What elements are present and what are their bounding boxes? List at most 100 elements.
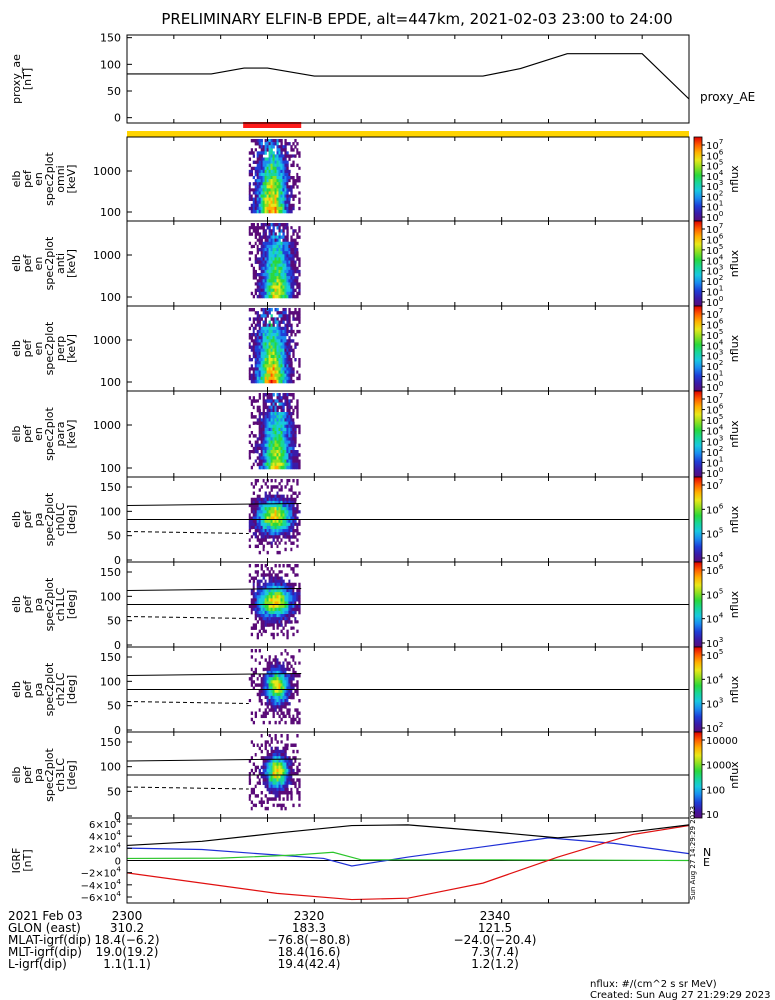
spectrogram-cell xyxy=(282,462,285,467)
spectrogram-cell xyxy=(278,532,281,536)
spectrogram-cell xyxy=(264,269,267,274)
spectrogram-cell xyxy=(252,541,256,545)
spectrogram-cell xyxy=(278,437,281,441)
spectrogram-cell xyxy=(290,601,293,605)
colorbar-tick-label: 102 xyxy=(706,273,723,288)
colorbar-tick-label: 104 xyxy=(706,611,724,626)
spectrogram-cell xyxy=(256,582,259,587)
spectrogram-cell xyxy=(296,595,299,599)
spectrogram-cell xyxy=(286,288,289,293)
spectrogram-cell xyxy=(276,440,279,444)
spectrogram-cell xyxy=(286,370,289,374)
spectrogram-cell xyxy=(270,251,273,255)
spectrogram-cell xyxy=(278,223,281,227)
spectrogram-cell xyxy=(288,500,291,505)
spectrogram-cell xyxy=(284,670,287,675)
spectrogram-cell xyxy=(266,197,269,201)
spectrogram-cell xyxy=(286,235,289,239)
spectrogram-cell xyxy=(280,279,283,283)
spectrogram-cell xyxy=(274,494,277,499)
spectrogram-cell xyxy=(248,677,252,681)
spectrogram-cell xyxy=(266,209,269,214)
spectrogram-cell xyxy=(266,768,269,773)
spectrogram-cell xyxy=(286,768,289,773)
spectrogram-cell xyxy=(278,519,281,524)
spectrogram-cell xyxy=(276,753,279,757)
spectrogram-cell xyxy=(280,459,283,463)
spectrogram-cell xyxy=(284,497,287,502)
spectrogram-cell xyxy=(268,308,271,312)
spectrogram-cell xyxy=(266,437,269,441)
spectrogram-cell xyxy=(284,288,287,293)
spectrogram-cell xyxy=(296,607,299,612)
science-zone-bar-red xyxy=(243,122,302,128)
spectrogram-cell xyxy=(266,689,269,694)
spectrogram-cell xyxy=(294,288,297,293)
spectrogram-cell xyxy=(282,235,285,239)
spectrogram-cell xyxy=(274,288,277,293)
spectrogram-cell xyxy=(282,604,285,609)
spectrogram-cell xyxy=(256,317,259,321)
spectrogram-cell xyxy=(258,154,261,158)
spectrogram-cell xyxy=(264,443,267,448)
spectrogram-cell xyxy=(250,453,254,457)
spectrogram-cell xyxy=(288,443,291,448)
spectrogram-cell xyxy=(256,529,259,533)
spectrogram-cell xyxy=(252,525,256,530)
spectrogram-cell xyxy=(290,176,293,180)
spectrogram-cell xyxy=(292,176,295,180)
spectrogram-cell xyxy=(288,399,291,403)
spectrogram-cell xyxy=(264,456,267,460)
spectrogram-cell xyxy=(268,248,271,252)
legend-n: N xyxy=(703,846,711,859)
spectrogram-cell xyxy=(278,541,281,545)
spectrogram-cell xyxy=(296,257,299,261)
spectrogram-cell xyxy=(264,689,267,694)
spectrogram-cell xyxy=(256,479,259,483)
spectrogram-cell xyxy=(292,626,295,630)
spectrogram-cell xyxy=(264,182,267,186)
spectrogram-cell xyxy=(266,370,269,374)
spectrogram-cell xyxy=(284,607,287,612)
spectrogram-cell xyxy=(270,440,273,444)
spectrogram-cell xyxy=(296,617,299,621)
spectrogram-cell xyxy=(262,500,265,505)
spectrogram-cell xyxy=(266,148,269,152)
spectrogram-cell xyxy=(274,440,277,444)
spectrogram-cell xyxy=(268,778,271,782)
spectrogram-cell xyxy=(264,746,267,751)
spectrogram-cell xyxy=(286,589,289,593)
spectrogram-cell xyxy=(268,510,271,514)
spectrogram-cell xyxy=(294,607,297,612)
spectrogram-cell xyxy=(286,339,289,343)
spectrogram-cell xyxy=(290,456,293,460)
spectrogram-cell xyxy=(264,620,267,624)
spectrogram-cell xyxy=(278,424,281,429)
spectrogram-cell xyxy=(264,513,267,517)
spectrogram-cell xyxy=(264,519,267,524)
spectrogram-cell xyxy=(264,148,267,152)
spectrogram-cell xyxy=(264,677,267,681)
spectrogram-cell xyxy=(264,172,267,177)
spectrogram-cell xyxy=(260,494,263,499)
spectrogram-cell xyxy=(290,273,293,277)
spectrogram-cell xyxy=(268,746,271,751)
spectrogram-cell xyxy=(294,652,297,656)
spectrogram-cell xyxy=(278,459,281,463)
spectrogram-cell xyxy=(260,294,263,299)
spectrogram-cell xyxy=(260,708,263,712)
spectrogram-cell xyxy=(282,749,285,754)
spectrogram-cell xyxy=(250,188,254,192)
spectrogram-cell xyxy=(266,314,269,318)
spectrogram-cell xyxy=(268,166,271,171)
y-tick-label: 100 xyxy=(100,376,121,389)
spectrogram-cell xyxy=(276,188,279,192)
spectrogram-cell xyxy=(278,525,281,530)
spectrogram-cell xyxy=(274,282,277,286)
spectrogram-cell xyxy=(276,345,279,349)
spectrogram-cell xyxy=(276,446,279,451)
spectrogram-cell xyxy=(270,791,273,795)
colorbar-en_para xyxy=(693,390,703,478)
spectrogram-cell xyxy=(268,364,271,368)
spectrogram-cell xyxy=(288,617,291,621)
